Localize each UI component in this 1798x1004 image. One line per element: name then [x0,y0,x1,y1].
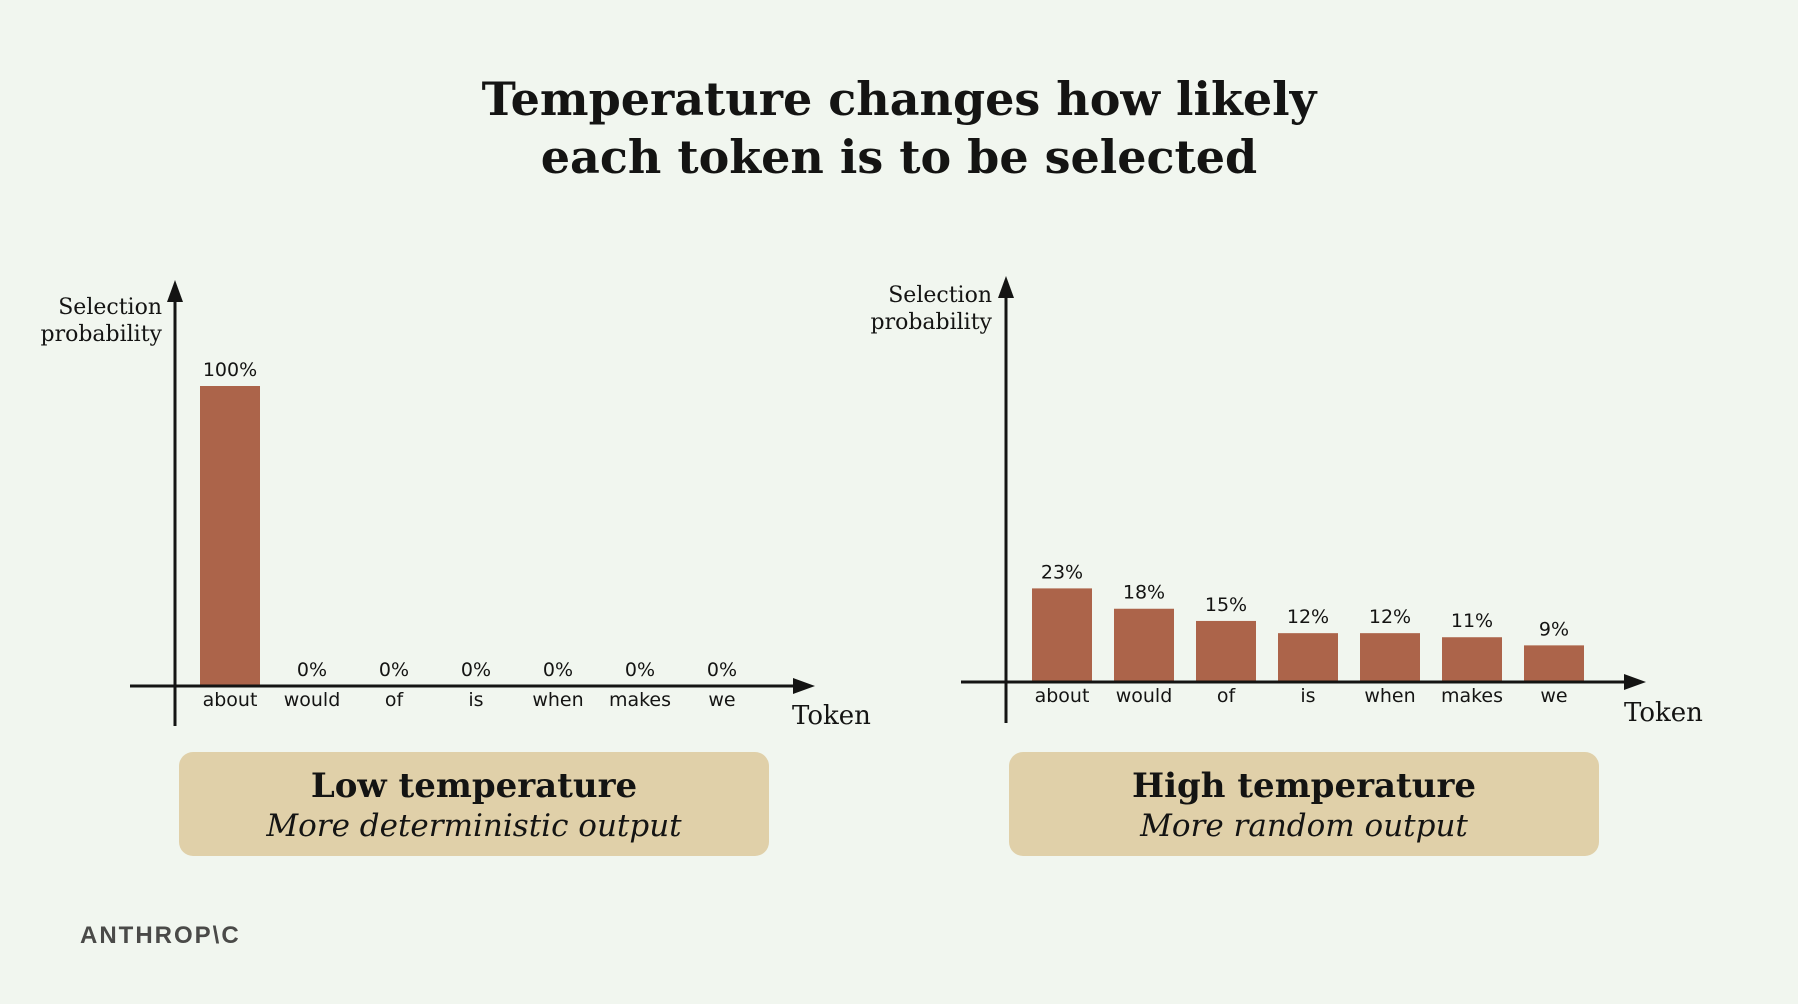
bar-of [1196,620,1256,682]
caption-title: High temperature [1131,766,1476,806]
value-label-makes: 11% [1451,610,1493,632]
value-label-is: 0% [461,659,491,681]
x-axis-arrow [1624,674,1646,690]
value-label-is: 12% [1287,606,1329,628]
x-axis-arrow [793,678,815,694]
value-label-when: 12% [1369,606,1411,628]
tick-label-about: about [203,689,258,711]
y-axis-arrow [167,280,183,302]
caption-subtitle: More deterministic output [266,808,682,844]
bar-about [200,386,260,686]
y-axis-label: probability [870,310,992,335]
bar-makes [1442,637,1502,682]
y-axis-label: Selection [888,283,992,308]
title-line-1: Temperature changes how likely [481,72,1317,126]
tick-label-makes: makes [1441,685,1503,707]
x-axis-label: Token [1624,698,1703,728]
value-label-about: 100% [203,359,257,381]
high-temperature-caption: High temperature More random output [1009,752,1599,856]
bar-is [1278,633,1338,682]
bar-about [1032,588,1092,682]
tick-label-of: of [385,689,405,711]
tick-label-is: is [468,689,483,711]
tick-label-about: about [1035,685,1090,707]
tick-label-we: we [1540,685,1567,707]
tick-label-makes: makes [609,689,671,711]
high-temperature-chart: 23% about 18% would 15% of 12% is 12% when 11% make… [870,276,1703,728]
tick-label-when: when [1364,685,1415,707]
value-label-would: 18% [1123,582,1165,604]
y-axis-label: Selection [58,295,162,320]
value-label-we: 0% [707,659,737,681]
x-axis-label: Token [792,701,871,731]
tick-label-would: would [284,689,341,711]
value-label-about: 23% [1041,561,1083,583]
caption-subtitle: More random output [1140,808,1468,844]
value-label-would: 0% [297,659,327,681]
tick-label-would: would [1116,685,1173,707]
page-title: Temperature changes how likely each toke… [0,70,1798,186]
value-label-we: 9% [1539,618,1569,640]
bar-would [1114,608,1174,682]
value-label-makes: 0% [625,659,655,681]
anthropic-logo: ANTHROP\C [80,922,241,949]
y-axis-label: probability [40,322,162,347]
bar-when [1360,633,1420,682]
tick-label-is: is [1300,685,1315,707]
low-temperature-chart: 100% about 0% would 0% of 0% is 0% when 0% makes 0% w… [40,280,871,731]
value-label-when: 0% [543,659,573,681]
y-axis-arrow [998,276,1014,298]
caption-title: Low temperature [310,766,638,806]
low-temperature-caption: Low temperature More deterministic outpu… [179,752,769,856]
tick-label-when: when [532,689,583,711]
value-label-of: 15% [1205,594,1247,616]
tick-label-of: of [1217,685,1237,707]
bar-we [1524,645,1584,682]
tick-label-we: we [708,689,735,711]
value-label-of: 0% [379,659,409,681]
title-line-2: each token is to be selected [540,130,1258,184]
